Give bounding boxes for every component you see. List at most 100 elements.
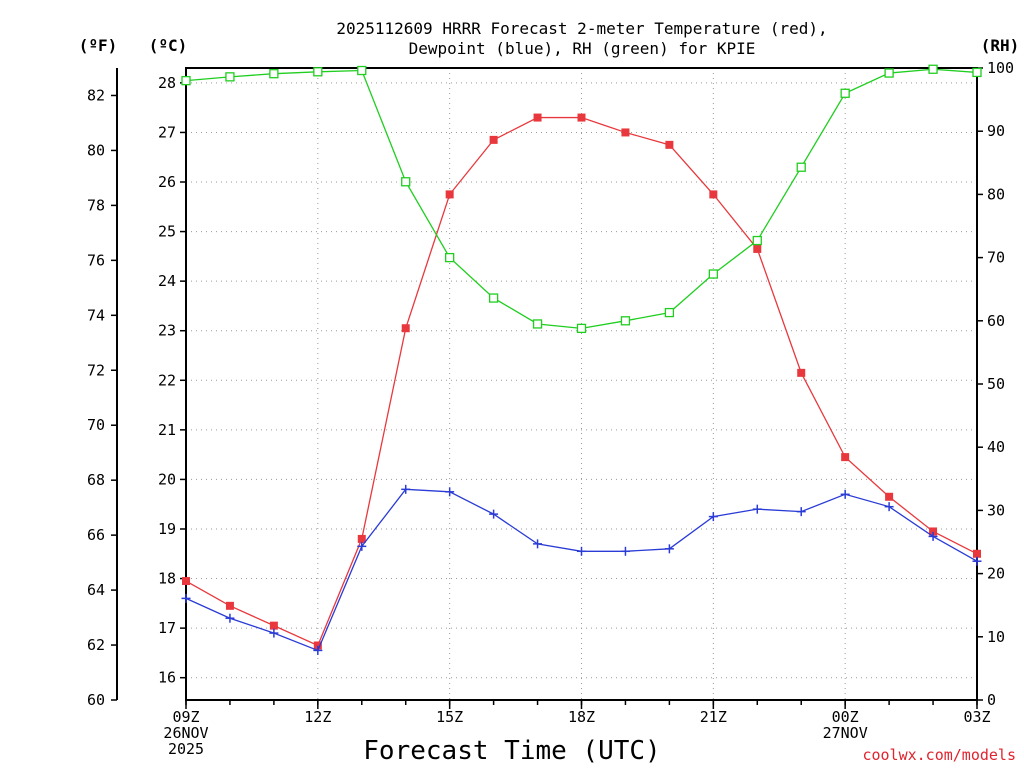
temperature-point <box>225 601 234 610</box>
dewpoint-point <box>313 645 323 655</box>
rh-tick-label: 40 <box>987 438 1005 456</box>
rh-tick-label: 0 <box>987 691 996 709</box>
series-layer <box>181 64 982 655</box>
temperature-line <box>185 116 978 647</box>
dewpoint-point <box>928 531 938 541</box>
dewpoint-point <box>972 556 982 566</box>
rh-tick-label: 70 <box>987 249 1005 267</box>
celsius-tick-label: 22 <box>158 371 176 389</box>
fahrenheit-tick-label: 80 <box>87 141 105 159</box>
temperature-point <box>182 577 190 586</box>
celsius-tick-label: 25 <box>158 223 176 241</box>
rh-point <box>840 88 850 98</box>
rh-tick-label: 60 <box>987 312 1005 330</box>
dewpoint-point <box>533 539 543 549</box>
temperature-point <box>841 453 850 462</box>
temperature-point <box>313 641 322 650</box>
rh-point <box>928 64 938 74</box>
x-tick-label: 27NOV <box>823 724 868 742</box>
dewpoint-point <box>445 487 455 497</box>
fahrenheit-tick-label: 66 <box>87 526 105 544</box>
rh-unit-label: (RH) <box>981 36 1020 55</box>
rh-point <box>357 65 367 76</box>
rh-point <box>401 177 411 187</box>
fahrenheit-tick-label: 64 <box>87 581 105 599</box>
rh-point <box>708 269 718 279</box>
dewpoint-point <box>401 484 411 494</box>
rh-tick-label: 20 <box>987 565 1005 583</box>
rh-point <box>313 67 323 77</box>
temperature-point <box>401 324 410 333</box>
celsius-tick-label: 24 <box>158 272 176 290</box>
dewpoint-point <box>752 504 762 514</box>
grid-layer <box>185 68 978 700</box>
dewpoint-point <box>796 507 806 517</box>
rh-point <box>576 323 587 334</box>
x-tick-label: 2025 <box>168 740 204 758</box>
temperature-point <box>621 128 630 137</box>
celsius-unit-label: (ºC) <box>149 36 188 55</box>
celsius-tick-label: 17 <box>158 619 176 637</box>
x-axis-label: Forecast Time (UTC) <box>363 736 660 766</box>
axes-layer: 60 62 64 66 68 70 72 74 76 78 80 82 16 17 18 19 20 21 22 23… <box>87 59 1014 758</box>
temperature-point <box>577 113 586 122</box>
celsius-tick-label: 18 <box>158 570 176 588</box>
x-tick-label: 09Z <box>172 708 199 726</box>
rh-point <box>532 319 543 329</box>
celsius-tick-label: 28 <box>158 74 176 92</box>
dewpoint-point <box>225 613 235 623</box>
credit-link[interactable]: coolwx.com/models <box>862 746 1016 764</box>
fahrenheit-tick-label: 74 <box>87 306 105 324</box>
chart-title-line-2: Dewpoint (blue), RH (green) for KPIE <box>409 39 756 58</box>
dewpoint-point <box>577 546 586 556</box>
temperature-point <box>269 621 278 630</box>
rh-point <box>796 162 806 172</box>
fahrenheit-tick-label: 70 <box>87 416 105 434</box>
rh-point <box>225 72 235 82</box>
celsius-tick-label: 26 <box>158 173 176 191</box>
rh-point <box>884 68 894 78</box>
rh-tick-label: 100 <box>987 59 1014 77</box>
chart-title-line-1: 2025112609 HRRR Forecast 2-meter Tempera… <box>336 19 827 38</box>
rh-point <box>664 307 675 318</box>
temperature-point <box>797 368 806 377</box>
dewpoint-point <box>620 546 630 556</box>
rh-tick-label: 90 <box>987 122 1005 140</box>
temperature-point <box>709 190 718 199</box>
celsius-tick-label: 20 <box>158 470 176 488</box>
fahrenheit-tick-label: 60 <box>87 691 105 709</box>
temperature-series <box>182 113 981 650</box>
celsius-tick-label: 23 <box>158 322 176 340</box>
x-tick-label: 26NOV <box>163 724 208 742</box>
dewpoint-point <box>269 628 279 638</box>
rh-tick-label: 50 <box>987 375 1005 393</box>
dewpoint-point <box>840 489 850 499</box>
x-tick-label: 18Z <box>568 708 595 726</box>
temperature-point <box>973 549 981 558</box>
rh-point <box>972 67 982 78</box>
rh-point <box>181 75 191 86</box>
fahrenheit-tick-label: 78 <box>87 196 105 214</box>
rh-point <box>445 252 455 263</box>
rh-point <box>269 69 279 79</box>
fahrenheit-tick-label: 82 <box>87 86 105 104</box>
dewpoint-point <box>884 502 894 512</box>
rh-point <box>752 235 762 246</box>
rh-point <box>620 316 631 326</box>
celsius-tick-label: 16 <box>158 669 176 687</box>
x-tick-label: 03Z <box>963 708 990 726</box>
celsius-tick-label: 27 <box>158 123 176 141</box>
rh-tick-label: 30 <box>987 501 1005 519</box>
dewpoint-point <box>708 512 718 522</box>
dewpoint-point <box>181 593 191 603</box>
temperature-point <box>357 534 366 543</box>
dewpoint-point <box>357 541 367 551</box>
fahrenheit-tick-label: 72 <box>87 361 105 379</box>
dewpoint-point <box>664 544 674 554</box>
x-tick-label: 15Z <box>436 708 463 726</box>
fahrenheit-tick-label: 68 <box>87 471 105 489</box>
fahrenheit-tick-label: 76 <box>87 251 105 269</box>
x-tick-label: 12Z <box>304 708 331 726</box>
